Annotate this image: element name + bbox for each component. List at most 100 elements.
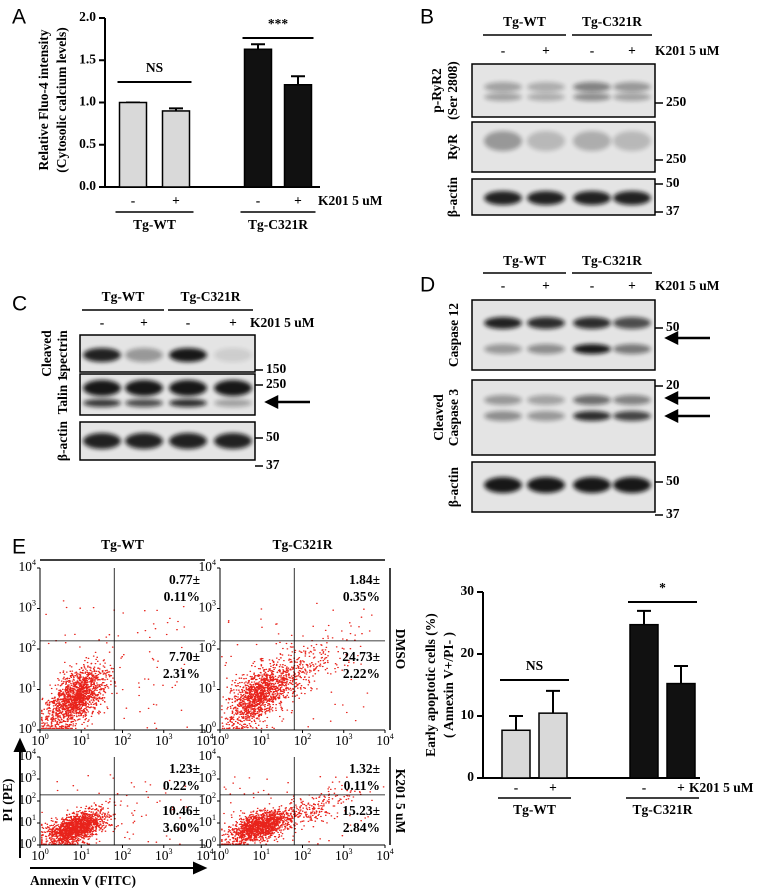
log-tick-label: 103	[199, 769, 217, 785]
band	[125, 433, 163, 449]
tick-exponent: 0	[225, 847, 229, 856]
quadrant-value: 0.22%	[163, 778, 200, 793]
quadrant-value: 15.23±	[342, 803, 380, 818]
category-label: +	[172, 193, 180, 208]
tick-exponent: 1	[212, 679, 216, 688]
log-tick-label: 104	[196, 732, 214, 748]
log-tick-label: 100	[211, 732, 229, 748]
y-tick-label: 30	[461, 583, 475, 598]
tick-base: 10	[199, 792, 213, 807]
size-marker: 37	[666, 506, 680, 521]
tick-exponent: 1	[86, 732, 90, 741]
group-label: Tg-WT	[133, 217, 176, 232]
arrow	[664, 330, 710, 346]
band	[484, 344, 522, 354]
row-label: DMSO	[393, 629, 408, 670]
group-label: Tg-WT	[102, 289, 145, 304]
band	[83, 380, 121, 396]
y-tick-label: 0.5	[79, 136, 96, 151]
row-label: K201 5 uM	[393, 769, 408, 834]
log-tick-label: 100	[211, 847, 229, 863]
bar	[538, 712, 568, 779]
y-tick-label: 20	[461, 645, 475, 660]
bar	[666, 682, 696, 779]
tick-exponent: 1	[86, 847, 90, 856]
log-tick-label: 100	[199, 835, 217, 851]
significance-label: *	[659, 580, 666, 595]
tick-exponent: 0	[32, 835, 36, 844]
band	[125, 348, 163, 362]
tick-base: 10	[19, 559, 33, 574]
tick-exponent: 4	[212, 558, 216, 567]
log-tick-label: 102	[19, 639, 37, 655]
band	[169, 433, 207, 449]
band	[573, 317, 611, 329]
tick-base: 10	[196, 733, 210, 748]
y-tick-label: 1.5	[79, 51, 96, 66]
dot-cloud	[40, 600, 189, 730]
blot-label: p-RyR2	[429, 68, 444, 113]
tick-exponent: 1	[212, 813, 216, 822]
log-tick-label: 102	[114, 847, 132, 863]
tick-exponent: 2	[127, 732, 131, 741]
error-bar	[674, 664, 688, 684]
size-marker: 37	[666, 203, 680, 218]
blot-label: spectrin	[55, 330, 70, 377]
y-axis-label: Relative Fluo-4 intensity	[36, 29, 51, 170]
band	[484, 82, 522, 92]
band	[214, 399, 252, 407]
lane-label: -	[501, 43, 506, 58]
tick-base: 10	[155, 733, 169, 748]
tick-base: 10	[199, 559, 213, 574]
band	[573, 344, 611, 354]
tick-base: 10	[31, 733, 45, 748]
log-tick-label: 100	[31, 847, 49, 863]
blot-label: β-actin	[445, 176, 460, 217]
arrow	[664, 390, 710, 406]
quadrant-value: 1.32±	[349, 761, 380, 776]
tick-base: 10	[211, 733, 225, 748]
group-label: Tg-C321R	[633, 802, 693, 817]
log-tick-label: 102	[294, 847, 312, 863]
quadrant-value: 7.70±	[169, 649, 200, 664]
blot-label: Talin 1	[55, 374, 70, 414]
quadrant-value: 0.11%	[164, 589, 200, 604]
tick-base: 10	[19, 681, 33, 696]
band	[613, 344, 651, 354]
x-axis-label: Annexin V (FITC)	[30, 873, 136, 888]
band	[527, 411, 565, 421]
band	[83, 399, 121, 407]
group-label: Tg-C321R	[582, 14, 642, 29]
treatment-label: K201 5 uM	[250, 315, 315, 330]
log-tick-label: 102	[199, 639, 217, 655]
band	[527, 131, 565, 151]
band	[527, 344, 565, 354]
log-tick-label: 104	[199, 747, 217, 763]
panel-letter: A	[12, 6, 26, 29]
lane-label: +	[542, 43, 550, 58]
tick-exponent: 2	[127, 847, 131, 856]
tick-base: 10	[199, 721, 213, 736]
axis-arrow	[30, 861, 208, 875]
tick-base: 10	[211, 848, 225, 863]
size-marker: 50	[666, 473, 680, 488]
band	[573, 395, 611, 405]
bar	[283, 84, 313, 188]
tick-exponent: 2	[212, 791, 216, 800]
band	[613, 93, 651, 101]
quadrant-value: 2.84%	[343, 820, 380, 835]
quadrant-value: 2.22%	[343, 666, 380, 681]
quadrant-value: 2.31%	[163, 666, 200, 681]
size-marker: 150	[266, 361, 287, 376]
tick-base: 10	[114, 733, 128, 748]
tick-exponent: 4	[32, 747, 36, 756]
y-axis-label: (Cytosolic calcium levels)	[54, 27, 69, 172]
tick-exponent: 3	[32, 769, 36, 778]
axis-arrow	[13, 737, 27, 858]
tick-base: 10	[199, 681, 213, 696]
dot-cloud	[40, 774, 188, 845]
lane-label: -	[501, 278, 506, 293]
band	[484, 411, 522, 421]
category-label: +	[294, 193, 302, 208]
error-bar	[251, 43, 265, 50]
